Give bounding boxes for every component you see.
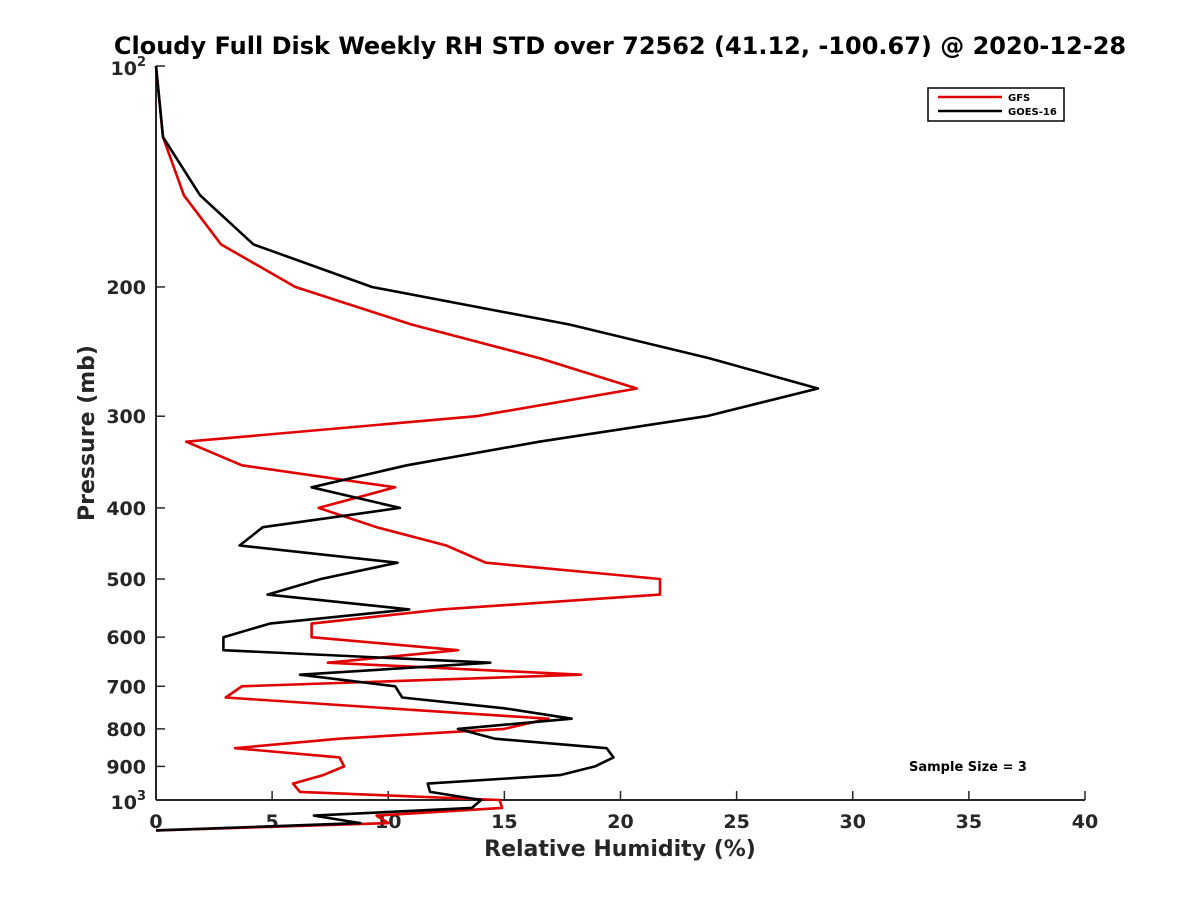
x-tick-label: 30	[840, 811, 866, 833]
y-tick-label: 700	[106, 676, 146, 698]
legend-label: GOES-16	[1008, 107, 1057, 118]
chart-title: Cloudy Full Disk Weekly RH STD over 7256…	[114, 32, 1126, 60]
y-tick-label: 600	[106, 627, 146, 649]
x-tick-label: 25	[723, 811, 749, 833]
series-line-gfs	[154, 65, 662, 832]
legend: GFS GOES-16	[927, 87, 1065, 122]
y-axis-label: Pressure (mb)	[75, 345, 100, 521]
x-tick-label: 0	[149, 811, 162, 833]
y-tick-label: 200	[106, 277, 146, 299]
y-tick-label-top: 102	[111, 55, 147, 80]
axes: 0 5 10 15 20 25 30 35 40200300400500600700800900…	[106, 55, 1098, 833]
x-tick-label: 15	[491, 811, 517, 833]
x-tick-label: 20	[607, 811, 633, 833]
x-tick-label: 5	[266, 811, 279, 833]
x-tick-label: 40	[1072, 811, 1098, 833]
series-line-goes-16	[154, 65, 820, 832]
y-tick-label: 500	[106, 569, 146, 591]
x-axis-label: Relative Humidity (%)	[484, 837, 756, 862]
y-tick-label-bottom: 103	[111, 789, 147, 814]
x-tick-label: 35	[956, 811, 982, 833]
legend-label: GFS	[1008, 93, 1030, 104]
legend-box	[927, 87, 1065, 122]
y-tick-label: 300	[106, 406, 146, 428]
y-tick-label: 900	[106, 756, 146, 778]
y-tick-label: 800	[106, 719, 146, 741]
series-lines	[154, 65, 820, 832]
y-tick-label: 400	[106, 498, 146, 520]
sample-size-annotation: Sample Size = 3	[909, 760, 1027, 775]
